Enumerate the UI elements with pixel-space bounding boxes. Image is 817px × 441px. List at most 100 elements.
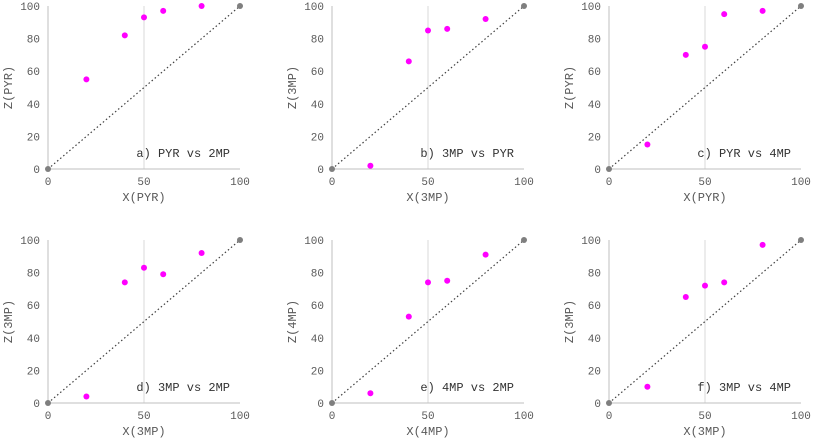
y-tick-label: 60: [588, 301, 601, 313]
data-point: [482, 251, 489, 258]
x-tick-label: 100: [514, 177, 534, 189]
x-tick-label: 50: [137, 177, 150, 189]
diagonal-start-marker: [45, 166, 51, 172]
panel-label: a) PYR vs 2MP: [136, 147, 230, 161]
y-tick-label: 0: [33, 399, 40, 411]
diagonal-start-marker: [329, 400, 335, 406]
x-axis-title: X(PYR): [683, 191, 726, 205]
chart-panel-a: 0 20 40 60 80 100 0 50 100 X(PYR) Z(PYR) a) PYR vs …: [2, 2, 250, 205]
y-tick-label: 0: [317, 399, 324, 411]
y-tick-label: 20: [311, 132, 324, 144]
y-tick-label: 40: [588, 334, 601, 346]
y-tick-label: 40: [311, 334, 324, 346]
x-tick-label: 50: [421, 411, 434, 423]
y-tick-label: 100: [304, 236, 324, 248]
x-axis-title: X(3MP): [406, 191, 449, 205]
diagonal-start-marker: [606, 400, 612, 406]
y-tick-label: 60: [311, 67, 324, 79]
panel-label: b) 3MP vs PYR: [420, 147, 514, 161]
y-tick-label: 60: [27, 301, 40, 313]
y-tick-label: 80: [27, 269, 40, 281]
y-tick-label: 100: [20, 236, 40, 248]
y-tick-label: 20: [311, 366, 324, 378]
x-tick-label: 0: [45, 411, 52, 423]
y-tick-label: 60: [311, 301, 324, 313]
diagonal-end-marker: [798, 3, 804, 9]
x-axis-title: X(3MP): [683, 425, 726, 439]
y-tick-label: 100: [304, 2, 324, 14]
x-tick-label: 0: [329, 411, 336, 423]
panel-label: c) PYR vs 4MP: [697, 147, 791, 161]
data-point: [644, 383, 651, 390]
y-tick-label: 40: [311, 100, 324, 112]
diagonal-end-marker: [798, 237, 804, 243]
x-tick-label: 50: [137, 411, 150, 423]
y-tick-label: 80: [311, 35, 324, 47]
data-point: [721, 279, 728, 286]
data-point: [160, 7, 167, 14]
y-tick-label: 80: [311, 269, 324, 281]
x-tick-label: 100: [230, 411, 250, 423]
y-axis-title: Z(3MP): [563, 300, 577, 343]
diagonal-end-marker: [237, 3, 243, 9]
y-tick-label: 20: [588, 366, 601, 378]
diagonal-end-marker: [237, 237, 243, 243]
y-tick-label: 20: [27, 132, 40, 144]
chart-panel-c: 0 20 40 60 80 100 0 50 100 X(PYR) Z(PYR) c) PYR vs …: [563, 2, 811, 205]
chart-panel-e: 0 20 40 60 80 100 0 50 100 X(4MP) Z(4MP) e) 4MP vs …: [286, 236, 534, 439]
data-point: [121, 32, 128, 39]
y-axis-title: Z(PYR): [2, 66, 16, 109]
data-point: [83, 76, 90, 83]
y-tick-label: 100: [581, 236, 601, 248]
data-point: [702, 282, 708, 289]
diagonal-end-marker: [521, 3, 527, 9]
x-tick-label: 0: [606, 411, 613, 423]
data-point: [198, 250, 205, 257]
y-axis-title: Z(3MP): [286, 66, 300, 109]
x-axis-title: X(4MP): [406, 425, 449, 439]
x-tick-label: 50: [421, 177, 434, 189]
data-point: [644, 141, 651, 148]
data-point: [702, 43, 708, 50]
data-point: [759, 241, 766, 248]
diagonal-start-marker: [329, 166, 335, 172]
y-axis-title: Z(3MP): [2, 300, 16, 343]
y-tick-label: 80: [588, 269, 601, 281]
x-tick-label: 0: [45, 177, 52, 189]
x-axis-title: X(3MP): [122, 425, 165, 439]
y-tick-label: 60: [588, 67, 601, 79]
y-tick-label: 100: [20, 2, 40, 14]
y-tick-label: 20: [27, 366, 40, 378]
y-tick-label: 80: [588, 35, 601, 47]
x-tick-label: 50: [698, 411, 711, 423]
data-point: [425, 279, 431, 286]
data-point: [444, 277, 451, 284]
data-point: [405, 313, 412, 320]
y-tick-label: 0: [594, 399, 601, 411]
chart-panel-f: 0 20 40 60 80 100 0 50 100 X(3MP) Z(3MP) f) 3MP vs …: [563, 236, 811, 439]
data-point: [721, 11, 728, 18]
y-axis-title: Z(4MP): [286, 300, 300, 343]
panel-label: d) 3MP vs 2MP: [136, 381, 230, 395]
data-point: [425, 27, 431, 34]
data-point: [198, 3, 205, 9]
x-axis-title: X(PYR): [122, 191, 165, 205]
diagonal-start-marker: [606, 166, 612, 172]
data-point: [482, 16, 489, 23]
y-tick-label: 0: [594, 165, 601, 177]
data-point: [444, 25, 451, 32]
x-tick-label: 100: [791, 411, 811, 423]
y-tick-label: 20: [588, 132, 601, 144]
x-tick-label: 100: [791, 177, 811, 189]
data-point: [141, 264, 147, 271]
y-axis-title: Z(PYR): [563, 66, 577, 109]
x-tick-label: 50: [698, 177, 711, 189]
data-point: [405, 58, 412, 65]
data-point: [141, 14, 147, 21]
data-point: [83, 393, 90, 400]
x-tick-label: 100: [230, 177, 250, 189]
y-tick-label: 0: [317, 165, 324, 177]
y-tick-label: 40: [27, 100, 40, 112]
data-point: [759, 7, 766, 14]
